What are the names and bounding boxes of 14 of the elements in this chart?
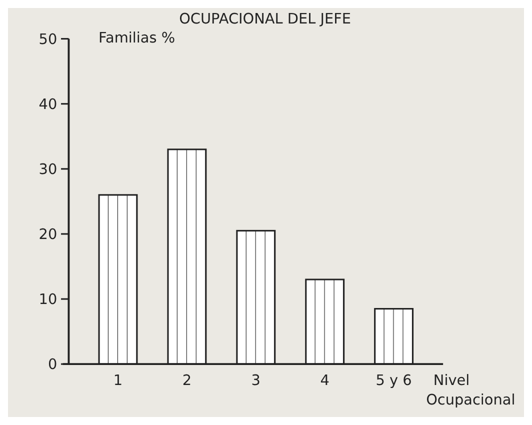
x-tick-label: 5 y 6 xyxy=(376,373,412,390)
x-tick-label: 3 xyxy=(251,373,260,390)
y-tick-label: 0 xyxy=(48,357,58,374)
chart-title: OCUPACIONAL DEL JEFE xyxy=(179,11,351,28)
y-axis-title: Familias % xyxy=(98,30,176,47)
x-tick-label: 1 xyxy=(113,373,123,390)
y-tick-label: 30 xyxy=(38,162,58,178)
x-tick-label: 2 xyxy=(182,373,192,390)
x-axis-title: Nivel Ocupacional xyxy=(426,373,516,408)
y-tick-label: 20 xyxy=(38,227,58,244)
x-tick-label: 4 xyxy=(320,373,330,390)
y-tick-label: 50 xyxy=(38,32,58,48)
y-tick-label: 10 xyxy=(38,292,58,308)
y-tick-label: 40 xyxy=(38,96,58,113)
